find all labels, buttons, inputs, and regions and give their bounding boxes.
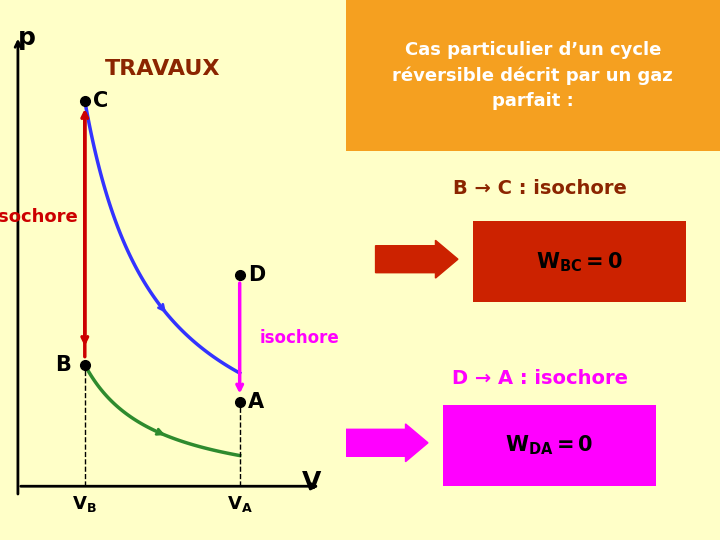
Text: isochore: isochore (260, 329, 339, 347)
Text: V$_{\mathbf{A}}$: V$_{\mathbf{A}}$ (227, 494, 253, 514)
Text: $\mathbf{W_{DA} = 0}$: $\mathbf{W_{DA} = 0}$ (505, 434, 594, 457)
Text: A: A (248, 392, 264, 412)
Text: TRAVAUX: TRAVAUX (104, 58, 220, 78)
Text: D: D (248, 265, 266, 285)
FancyBboxPatch shape (346, 0, 720, 151)
Text: V: V (302, 470, 322, 494)
FancyArrow shape (346, 424, 428, 462)
Text: V$_{\mathbf{B}}$: V$_{\mathbf{B}}$ (73, 494, 97, 514)
Text: D → A : isochore: D → A : isochore (452, 368, 629, 388)
FancyArrow shape (376, 240, 458, 278)
Text: B → C : isochore: B → C : isochore (454, 179, 627, 199)
Text: Cas particulier d’un cycle
réversible décrit par un gaz
parfait :: Cas particulier d’un cycle réversible dé… (392, 41, 673, 110)
Text: $\mathbf{W_{BC} = 0}$: $\mathbf{W_{BC} = 0}$ (536, 250, 623, 274)
FancyBboxPatch shape (473, 221, 686, 302)
Text: p: p (18, 26, 36, 50)
Text: B: B (55, 355, 71, 375)
Text: isochore: isochore (0, 208, 78, 226)
FancyBboxPatch shape (443, 405, 657, 486)
Text: C: C (94, 91, 109, 111)
